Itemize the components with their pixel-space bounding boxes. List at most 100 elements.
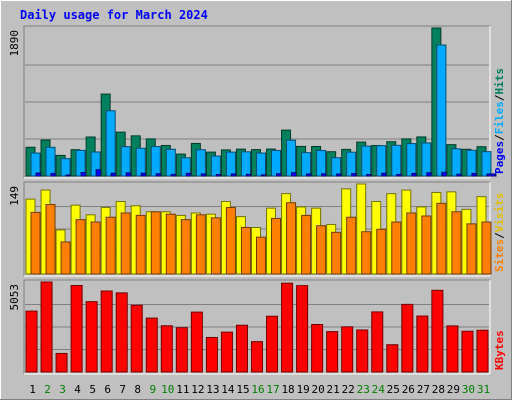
bar-sites-day-25 xyxy=(391,221,402,275)
panel-visits-ymax-label: 149 xyxy=(8,186,21,206)
bar-files-day-7 xyxy=(120,146,131,177)
bar-files-day-23 xyxy=(361,145,372,177)
x-axis-day-labels: 1 2 3 4 5 6 7 8 9 10 11 12 13 14 15 16 17 18 19 20 21 22 23 24 2… xyxy=(29,383,490,396)
bar-kbytes-day-5 xyxy=(85,301,98,373)
x-tick-label: 2 xyxy=(44,383,51,396)
bar-files-day-29 xyxy=(451,148,462,177)
bar-kbytes-day-17 xyxy=(266,315,279,373)
bar-sites-day-19 xyxy=(301,214,312,275)
bar-kbytes-day-2 xyxy=(40,281,53,373)
legend-separator: / xyxy=(493,134,506,141)
bar-kbytes-day-26 xyxy=(401,303,414,373)
bar-sites-day-5 xyxy=(90,221,101,275)
bar-files-day-24 xyxy=(376,145,387,177)
bar-pages-day-31 xyxy=(486,173,497,177)
bar-sites-day-9 xyxy=(150,211,161,275)
bar-kbytes-day-30 xyxy=(461,330,474,373)
panel-hits-legend: Pages/Files/Hits xyxy=(493,68,506,174)
bar-files-day-28 xyxy=(436,44,447,177)
x-tick-label: 17 xyxy=(266,383,279,396)
x-tick-label: 14 xyxy=(221,383,235,396)
bar-files-day-16 xyxy=(255,152,266,177)
bar-sites-day-1 xyxy=(30,211,41,275)
bar-files-day-10 xyxy=(165,148,176,177)
x-tick-label: 18 xyxy=(281,383,294,396)
bar-kbytes-day-10 xyxy=(160,325,173,373)
bar-files-day-12 xyxy=(195,149,206,177)
bar-kbytes-day-25 xyxy=(386,344,399,373)
bar-kbytes-day-16 xyxy=(250,341,264,373)
bar-sites-day-6 xyxy=(105,216,116,275)
bar-sites-day-11 xyxy=(180,219,191,275)
bar-kbytes-day-9 xyxy=(145,317,158,373)
bar-sites-day-8 xyxy=(135,214,146,275)
bar-sites-day-14 xyxy=(225,207,236,275)
bar-kbytes-day-22 xyxy=(341,326,354,373)
bar-files-day-26 xyxy=(406,143,417,177)
bar-sites-day-26 xyxy=(406,212,417,275)
bar-kbytes-day-14 xyxy=(220,331,233,373)
bar-files-day-8 xyxy=(135,147,146,177)
legend-hits: Hits xyxy=(493,68,506,95)
panel-kbytes: 5053 KBytes xyxy=(8,279,506,375)
panel-visits-legend: Sites/Visits xyxy=(493,193,506,273)
x-tick-label: 15 xyxy=(236,383,249,396)
bar-kbytes-day-20 xyxy=(311,323,324,373)
bar-kbytes-day-27 xyxy=(416,315,429,373)
legend-files: Files xyxy=(493,101,506,134)
bar-files-day-25 xyxy=(391,144,402,177)
bar-kbytes-day-18 xyxy=(281,282,294,373)
bar-kbytes-day-8 xyxy=(130,304,143,373)
legend-separator: / xyxy=(493,232,506,239)
bar-kbytes-day-1 xyxy=(25,310,38,373)
bar-files-day-9 xyxy=(150,146,161,177)
bar-kbytes-day-11 xyxy=(175,327,188,373)
bar-sites-day-15 xyxy=(240,226,251,275)
bar-files-day-13 xyxy=(210,155,221,177)
bar-kbytes-day-31 xyxy=(476,329,489,373)
x-tick-label: 31 xyxy=(477,383,490,396)
bar-sites-day-18 xyxy=(286,202,297,275)
x-tick-label: 21 xyxy=(327,383,340,396)
bar-sites-day-4 xyxy=(75,219,86,275)
bar-kbytes-day-6 xyxy=(100,290,113,373)
panel-kbytes-ymax-label: 5053 xyxy=(8,284,21,311)
bar-kbytes-day-3 xyxy=(55,352,68,373)
panel-hits-ymax-label: 1890 xyxy=(8,30,21,57)
panel-kbytes-legend: KBytes xyxy=(493,330,506,370)
bar-sites-day-16 xyxy=(255,236,266,275)
bar-files-day-6 xyxy=(105,110,116,177)
x-tick-label: 5 xyxy=(89,383,96,396)
x-tick-label: 16 xyxy=(251,383,264,396)
legend-visits: Visits xyxy=(493,193,506,233)
bar-sites-day-31 xyxy=(481,221,492,275)
x-tick-label: 12 xyxy=(191,383,204,396)
bar-files-day-3 xyxy=(60,158,71,177)
bar-kbytes-day-12 xyxy=(190,311,203,373)
bar-files-day-18 xyxy=(286,139,297,177)
x-tick-label: 29 xyxy=(447,383,460,396)
x-tick-label: 22 xyxy=(342,383,355,396)
bar-sites-day-2 xyxy=(45,204,56,275)
legend-sites: Sites xyxy=(493,239,506,272)
x-tick-label: 7 xyxy=(119,383,126,396)
bar-files-day-30 xyxy=(466,149,477,177)
bar-files-day-15 xyxy=(240,151,251,177)
legend-pages: Pages xyxy=(493,141,506,174)
x-tick-label: 13 xyxy=(206,383,219,396)
bar-files-day-17 xyxy=(271,150,282,177)
x-tick-label: 25 xyxy=(387,383,400,396)
x-tick-label: 8 xyxy=(134,383,141,396)
x-tick-label: 3 xyxy=(59,383,66,396)
x-tick-label: 19 xyxy=(296,383,309,396)
bar-files-day-21 xyxy=(331,157,342,177)
legend-kbytes: KBytes xyxy=(493,330,506,370)
bar-files-day-2 xyxy=(45,146,56,177)
x-tick-label: 9 xyxy=(149,383,156,396)
bar-sites-day-3 xyxy=(60,241,71,275)
bar-sites-day-29 xyxy=(451,211,462,275)
x-tick-label: 23 xyxy=(357,383,370,396)
bar-kbytes-day-24 xyxy=(371,311,384,373)
